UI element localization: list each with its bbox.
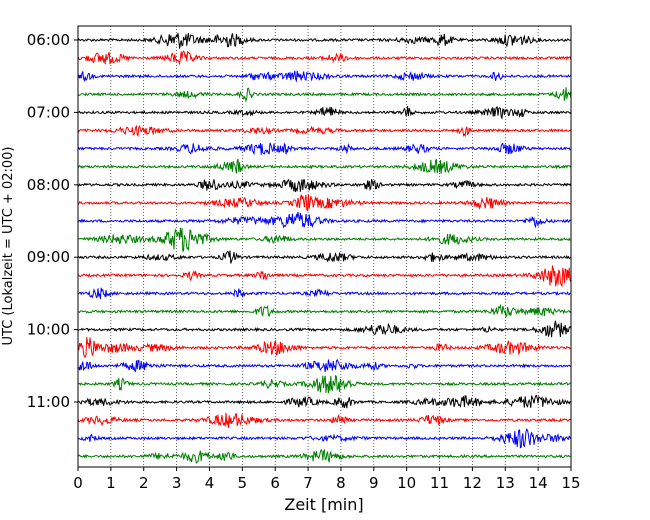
seismogram-trace xyxy=(77,194,572,212)
x-tick-label: 9 xyxy=(369,474,379,492)
seismogram-trace xyxy=(77,124,572,138)
seismogram-trace xyxy=(77,32,572,49)
x-tick-label: 5 xyxy=(238,474,248,492)
x-tick-label: 1 xyxy=(106,474,116,492)
seismogram-trace xyxy=(77,287,571,300)
seismogram-traces xyxy=(77,32,572,464)
x-tick-label: 8 xyxy=(336,474,346,492)
seismogram-trace xyxy=(77,105,572,120)
seismogram-trace xyxy=(77,211,572,229)
x-tick-label: 0 xyxy=(73,474,83,492)
y-axis-label: UTC (Lokalzeit = UTC + 02:00) xyxy=(1,147,16,346)
seismogram-trace xyxy=(77,448,571,464)
y-tick-label: 11:00 xyxy=(27,393,70,411)
y-tick-label: 08:00 xyxy=(27,176,70,194)
x-tick-label: 12 xyxy=(463,474,482,492)
plot-frame xyxy=(77,25,572,468)
x-tick-label: 3 xyxy=(172,474,182,492)
x-tick-label: 4 xyxy=(205,474,215,492)
seismogram-trace xyxy=(77,265,572,288)
seismogram-trace xyxy=(77,50,572,66)
x-axis-ticks: 0 1 2 3 4 5 6 7 8 9 10 11 12 13 14 15 xyxy=(73,467,581,492)
x-tick-label: 6 xyxy=(270,474,280,492)
seismogram-trace xyxy=(77,142,571,156)
seismogram-trace xyxy=(77,303,572,318)
seismogram-trace xyxy=(77,250,572,264)
x-tick-label: 2 xyxy=(139,474,149,492)
y-axis-ticks: 06:00 07:00 08:00 09:00 10:00 11:00 xyxy=(27,31,78,411)
seismogram-trace xyxy=(77,374,572,394)
seismogram-trace xyxy=(77,178,572,193)
seismogram-trace xyxy=(77,412,572,428)
x-tick-label: 11 xyxy=(430,474,449,492)
x-tick-label: 10 xyxy=(397,474,416,492)
x-tick-label: 7 xyxy=(303,474,313,492)
y-tick-label: 10:00 xyxy=(27,321,70,339)
seismogram-trace xyxy=(77,358,572,373)
seismogram-trace xyxy=(77,70,572,83)
seismogram-trace xyxy=(77,158,572,174)
y-tick-label: 09:00 xyxy=(27,248,70,266)
seismogram-trace xyxy=(77,87,572,103)
y-tick-label: 07:00 xyxy=(27,103,70,121)
x-tick-label: 15 xyxy=(561,474,580,492)
seismogram-trace xyxy=(77,320,572,338)
y-tick-label: 06:00 xyxy=(27,31,70,49)
seismogram-trace xyxy=(77,227,572,252)
seismogram-trace xyxy=(77,394,572,409)
x-tick-label: 13 xyxy=(496,474,515,492)
x-axis-label: Zeit [min] xyxy=(284,495,363,514)
x-tick-label: 14 xyxy=(529,474,548,492)
seismogram-trace xyxy=(77,428,572,449)
seismogram-trace xyxy=(77,337,571,358)
